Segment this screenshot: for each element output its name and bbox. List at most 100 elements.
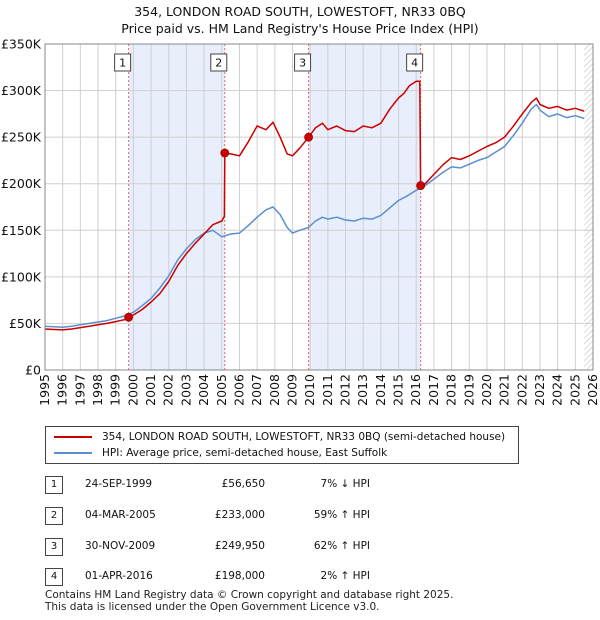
legend-item-price-paid: 354, LONDON ROAD SOUTH, LOWESTOFT, NR33 … (54, 429, 505, 445)
sale-marker-box (114, 53, 132, 72)
sale-price: £249,950 (214, 540, 265, 552)
hpi-line (45, 103, 585, 328)
sale-price: £198,000 (214, 570, 265, 582)
x-tick-label: 2001 (143, 374, 158, 406)
chart-title-line1: 354, LONDON ROAD SOUTH, LOWESTOFT, NR33 … (134, 4, 466, 19)
x-tick-label: 2016 (408, 374, 423, 406)
price-chart: 1 2 3 4 £0 £50K £100K £150K £200K £250K £300K £350… (1, 37, 600, 406)
grid-lines (44, 43, 594, 371)
sale-marker-box (210, 53, 228, 72)
sale-hpi-change: 7% ↓ HPI (320, 478, 370, 490)
y-tick-label: £250K (1, 130, 42, 145)
sale-point (124, 312, 134, 322)
forecast-hatch-area (584, 44, 593, 370)
x-tick-label: 2010 (302, 374, 317, 406)
x-tick-label: 2000 (125, 374, 140, 406)
footer-attribution: Contains HM Land Registry data © Crown c… (45, 589, 453, 613)
sale-marker-number: 2 (215, 57, 222, 70)
sale-date: 04-MAR-2005 (85, 509, 156, 521)
x-tick-label: 1996 (55, 374, 70, 406)
legend: 354, LONDON ROAD SOUTH, LOWESTOFT, NR33 … (45, 426, 519, 464)
legend-item-hpi: HPI: Average price, semi-detached house,… (54, 445, 387, 461)
sale-price: £56,650 (221, 478, 265, 490)
sale-marker-box (406, 53, 424, 72)
x-tick-label: 2005 (214, 374, 229, 406)
sale-marker-number: 4 (411, 57, 418, 70)
x-tick-label: 2025 (567, 374, 582, 406)
sale-marker-number: 3 (299, 57, 306, 70)
highlight-bands (128, 44, 421, 370)
sale-point (304, 132, 313, 142)
series-lines (45, 80, 585, 331)
sale-marker-box (294, 53, 312, 72)
sale-date: 01-APR-2016 (85, 570, 153, 582)
legend-label-price-paid: 354, LONDON ROAD SOUTH, LOWESTOFT, NR33 … (102, 431, 506, 443)
x-tick-label: 2014 (373, 374, 388, 406)
x-tick-label: 2026 (585, 374, 600, 406)
x-tick-label: 2002 (161, 374, 176, 406)
y-tick-label: £300K (1, 83, 42, 98)
sale-row: 4 01-APR-2016 £198,000 2% ↑ HPI (45, 568, 445, 586)
x-tick-label: 2007 (249, 374, 264, 406)
plot-frame (44, 43, 594, 371)
sale-row: 3 30-NOV-2009 £249,950 62% ↑ HPI (45, 538, 445, 556)
sale-hpi-change: 2% ↑ HPI (320, 570, 370, 582)
x-tick-label: 2011 (320, 374, 335, 406)
sale-price: £233,000 (214, 509, 265, 521)
forecast-hatch (584, 44, 593, 370)
sale-hpi-change: 59% ↑ HPI (313, 509, 370, 521)
x-tick-label: 2003 (178, 374, 193, 406)
chart-title-line2: Price paid vs. HM Land Registry's House … (121, 21, 479, 36)
footer-line2: This data is licensed under the Open Gov… (45, 601, 380, 613)
x-tick-label: 2006 (231, 374, 246, 406)
highlight-band (308, 44, 421, 370)
legend-label-hpi: HPI: Average price, semi-detached house,… (102, 447, 388, 459)
y-tick-label: £0 (25, 363, 41, 378)
sale-row: 2 04-MAR-2005 £233,000 59% ↑ HPI (45, 507, 445, 525)
y-tick-label: £150K (1, 223, 42, 238)
x-tick-label: 1999 (108, 374, 123, 406)
x-tick-label: 2009 (284, 374, 299, 406)
x-tick-label: 2019 (461, 374, 476, 406)
sale-row: 1 24-SEP-1999 £56,650 7% ↓ HPI (45, 476, 445, 494)
x-tick-label: 2017 (426, 374, 441, 406)
y-tick-label: £50K (9, 316, 42, 331)
x-tick-label: 2018 (444, 374, 459, 406)
legend-swatch-price-paid (54, 436, 92, 438)
x-tick-label: 2023 (532, 374, 547, 406)
x-tick-label: 2021 (497, 374, 512, 406)
sale-number-badge: 1 (45, 476, 63, 494)
sale-marker-labels: 1 2 3 4 (114, 53, 424, 72)
sale-number-badge: 4 (45, 568, 63, 586)
x-tick-label: 2020 (479, 374, 494, 406)
x-tick-label: 2008 (267, 374, 282, 406)
chart-title: 354, LONDON ROAD SOUTH, LOWESTOFT, NR33 … (0, 3, 600, 37)
sale-date: 30-NOV-2009 (85, 540, 156, 552)
sale-marker-number: 1 (119, 57, 126, 70)
y-tick-label: £350K (1, 37, 42, 52)
x-tick-label: 2022 (514, 374, 529, 406)
legend-swatch-hpi (54, 452, 92, 454)
sale-number-badge: 3 (45, 538, 63, 556)
y-axis-ticks: £0 £50K £100K £150K £200K £250K £300K £350K (1, 37, 42, 378)
y-tick-label: £100K (1, 269, 42, 284)
x-tick-label: 2012 (338, 374, 353, 406)
sale-hpi-change: 62% ↑ HPI (313, 540, 370, 552)
y-tick-label: £200K (1, 176, 42, 191)
sale-point (220, 148, 230, 158)
x-tick-label: 2013 (355, 374, 370, 406)
sale-points (124, 132, 426, 322)
price-paid-line (45, 80, 585, 331)
footer-line1: Contains HM Land Registry data © Crown c… (45, 589, 454, 601)
highlight-band (128, 44, 225, 370)
x-axis-ticks: 1995 1996 1997 1998 1999 2000 2001 2002 2003 2004… (37, 374, 600, 406)
x-tick-label: 2004 (196, 374, 211, 406)
x-tick-label: 2024 (550, 374, 565, 406)
x-tick-label: 1997 (72, 374, 87, 406)
x-tick-label: 1995 (37, 374, 52, 406)
x-tick-label: 1998 (90, 374, 105, 406)
sale-number-badge: 2 (45, 507, 63, 525)
x-tick-label: 2015 (391, 374, 406, 406)
sale-point (416, 181, 426, 190)
sale-date: 24-SEP-1999 (85, 478, 153, 490)
